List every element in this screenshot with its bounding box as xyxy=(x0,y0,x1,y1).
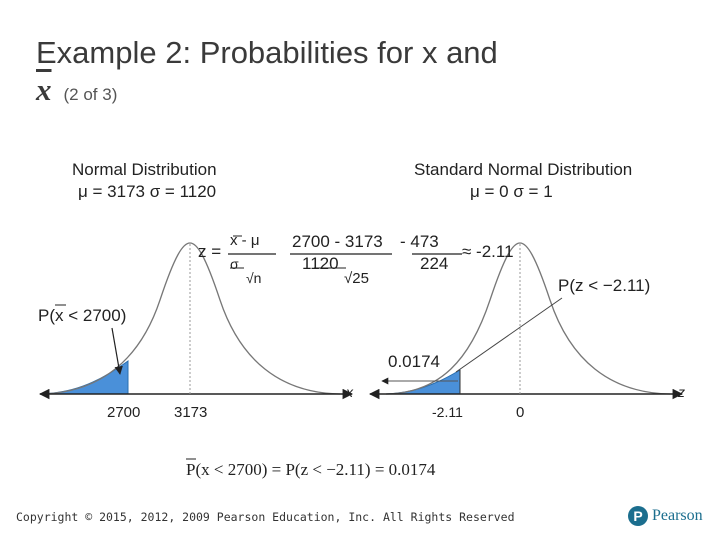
title-x-bar: x xyxy=(36,72,52,107)
result-equation: P(x < 2700) = P(z < −2.11) = 0.0174 xyxy=(186,460,436,479)
prob-pointer xyxy=(455,297,563,373)
slide-title: Example 2: Probabilities for x and xyxy=(36,34,498,72)
left-tick-2700: 2700 xyxy=(107,404,141,421)
title-part: (2 of 3) xyxy=(63,85,118,104)
pearson-wordmark: Pearson xyxy=(652,507,703,524)
pearson-p-icon: P xyxy=(628,506,648,526)
right-params: μ = 0 σ = 1 xyxy=(470,182,553,201)
right-heading: Standard Normal Distribution xyxy=(414,160,633,179)
left-prob-label: P(x < 2700) xyxy=(38,306,127,325)
left-pointer xyxy=(111,327,123,375)
right-tick-0: 0 xyxy=(516,404,525,421)
formula-approx: ≈ -2.11 xyxy=(462,242,514,261)
formula-den2b: √25 xyxy=(344,270,369,287)
left-heading: Normal Distribution xyxy=(72,160,217,179)
left-normal-curve xyxy=(39,242,341,395)
right-tick-neg: -2.11 xyxy=(432,404,463,420)
title-line-2: x (2 of 3) xyxy=(36,72,117,113)
formula-den1b: √n xyxy=(246,270,262,286)
formula-den2: 1120 xyxy=(302,254,339,273)
pearson-logo: P Pearson xyxy=(628,506,703,526)
formula-den1: σ xyxy=(230,256,239,272)
formula-z: z = xyxy=(198,242,222,261)
formula-num2: 2700 - 3173 xyxy=(292,232,383,251)
copyright: Copyright © 2015, 2012, 2009 Pearson Edu… xyxy=(16,510,515,524)
left-shaded-area xyxy=(39,360,129,395)
title-text: Example 2: Probabilities for x and xyxy=(36,35,498,70)
right-prob-label: P(z < −2.11) xyxy=(558,276,651,295)
area-value: 0.0174 xyxy=(388,352,440,371)
formula-num3: - 473 xyxy=(400,232,439,251)
right-shaded-area xyxy=(385,369,461,395)
formula-den3: 224 xyxy=(420,254,449,273)
left-tick-3173: 3173 xyxy=(174,404,208,421)
formula-num1: x - μ xyxy=(230,232,260,249)
right-normal-curve xyxy=(385,242,671,395)
left-axis-var: x xyxy=(346,384,353,400)
left-params: μ = 3173 σ = 1120 xyxy=(78,182,217,201)
right-axis-var: z xyxy=(678,384,685,400)
